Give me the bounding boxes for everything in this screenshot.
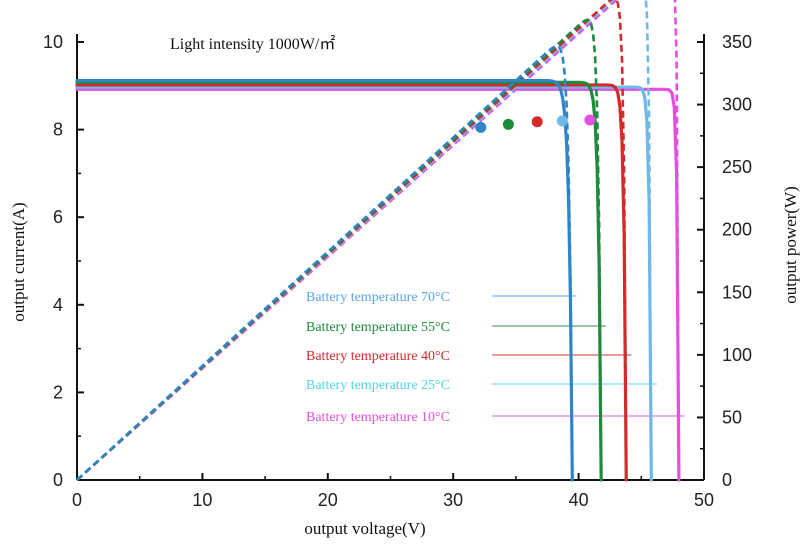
y2-tick-label: 100 [722, 345, 752, 365]
series [75, 0, 681, 482]
y2-tick-label: 200 [722, 220, 752, 240]
max-power-points [475, 114, 596, 133]
y-tick-label: 4 [53, 295, 63, 315]
legend-leader-lines [492, 295, 685, 417]
y2-tick-label: 350 [722, 32, 752, 52]
y2-axis-title: output power(W) [781, 186, 800, 304]
x-tick-label: 30 [443, 490, 463, 510]
iv-curve-25c [75, 85, 653, 482]
y2-tick-label: 250 [722, 157, 752, 177]
y2-tick-label: 50 [722, 407, 742, 427]
y-tick-label: 10 [43, 32, 63, 52]
x-tick-label: 50 [694, 490, 714, 510]
legend-label-70c: Battery temperature 70°C [306, 290, 450, 305]
iv-curve-40c [75, 83, 628, 482]
iv-curve-70c [75, 78, 574, 482]
x-axis-title: output voltage(V) [304, 519, 425, 538]
y2-tick-label: 300 [722, 95, 752, 115]
mpp-marker-55c [502, 118, 514, 130]
mpp-marker-10c [584, 114, 596, 126]
y2-tick-label: 0 [722, 470, 732, 490]
mpp-marker-40c [531, 116, 543, 128]
legend-label-25c: Battery temperature 25°C [306, 378, 450, 393]
y-tick-label: 0 [53, 470, 63, 490]
legend: Battery temperature 70°C Battery temperat… [306, 290, 450, 425]
mpp-marker-70c [475, 121, 487, 133]
pv-curve-70c [76, 44, 574, 481]
legend-label-40c: Battery temperature 40°C [306, 349, 450, 364]
y-axis-title: output current(A) [9, 202, 28, 321]
x-tick-label: 20 [318, 490, 338, 510]
chart-title: Light intensity 1000W/㎡ [170, 35, 335, 53]
y-tick-label: 8 [53, 120, 63, 140]
x-tick-label: 40 [569, 490, 589, 510]
y-tick-label: 2 [53, 382, 63, 402]
x-tick-label: 0 [72, 490, 82, 510]
legend-label-10c: Battery temperature 10°C [306, 410, 450, 425]
mpp-marker-25c [556, 115, 568, 127]
legend-label-55c: Battery temperature 55°C [306, 320, 450, 335]
iv-curve-55c [75, 80, 603, 482]
x-tick-label: 10 [192, 490, 212, 510]
y-tick-label: 6 [53, 207, 63, 227]
iv-curve-10c [75, 87, 681, 482]
y2-tick-label: 150 [722, 282, 752, 302]
